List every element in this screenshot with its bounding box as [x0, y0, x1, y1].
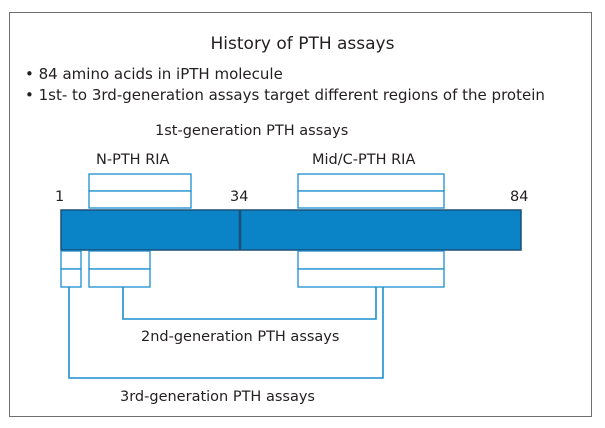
diagram-frame — [9, 12, 592, 417]
c-side-box-bottom — [297, 268, 445, 288]
n-pth-ria-box-top — [88, 173, 192, 192]
second-gen-connector — [122, 287, 377, 320]
position-label-34: 34 — [230, 189, 249, 205]
second-gen-n-box-bottom — [88, 268, 151, 288]
label-mid-c-pth-ria: Mid/C-PTH RIA — [312, 152, 416, 168]
bullet-amino-acids: • 84 amino acids in iPTH molecule — [25, 65, 283, 83]
mid-c-pth-ria-box-top — [297, 173, 445, 192]
label-n-pth-ria: N-PTH RIA — [96, 152, 170, 168]
pth-molecule-bar — [60, 209, 522, 251]
second-gen-n-box-top — [88, 250, 151, 270]
position-label-84: 84 — [510, 189, 529, 205]
label-first-generation: 1st-generation PTH assays — [155, 123, 349, 139]
third-gen-n-box-top — [60, 250, 82, 270]
third-gen-n-box-bottom — [60, 268, 82, 288]
c-side-box-top — [297, 250, 445, 270]
n-pth-ria-box-bottom — [88, 190, 192, 209]
label-third-generation: 3rd-generation PTH assays — [120, 389, 315, 405]
label-second-generation: 2nd-generation PTH assays — [141, 329, 340, 345]
diagram-title: History of PTH assays — [210, 34, 395, 54]
bullet-generations: • 1st- to 3rd-generation assays target d… — [25, 86, 545, 104]
third-gen-connector — [68, 287, 384, 379]
position-label-1: 1 — [55, 189, 65, 205]
mid-c-pth-ria-box-bottom — [297, 190, 445, 209]
